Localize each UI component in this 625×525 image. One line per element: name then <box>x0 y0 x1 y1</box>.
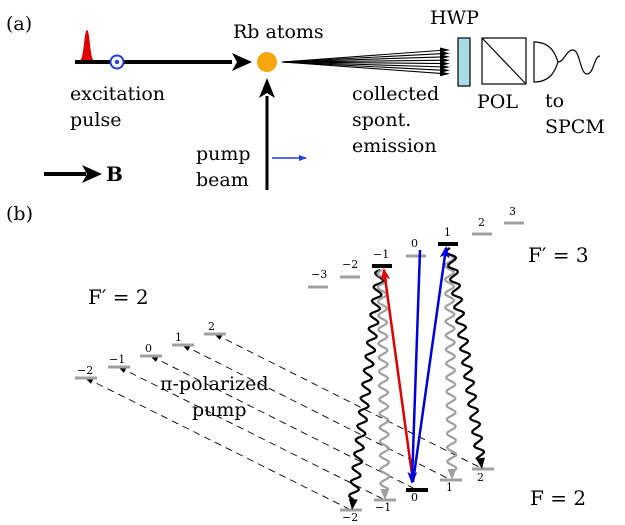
black-emission-wave <box>347 268 385 501</box>
excitation-label-1: excitation <box>70 83 165 105</box>
pol-label: POL <box>477 91 518 113</box>
pump-beam-label-1: pump <box>196 143 251 165</box>
pump-dashed-line <box>85 377 352 511</box>
gray-emission-wave <box>376 269 391 490</box>
rb-atoms-label: Rb atoms <box>233 21 324 43</box>
f-prime-2-label: F′ = 2 <box>88 285 149 309</box>
polarizer-diagonal <box>481 37 527 85</box>
collected-label-2: spont. <box>352 109 411 131</box>
emission-ray-arrowhead <box>440 71 450 77</box>
emission-ray-arrowhead <box>440 57 450 63</box>
f3-m-3: −3 <box>311 268 327 281</box>
g-m0: 0 <box>411 491 418 504</box>
emission-ray <box>281 59 447 63</box>
f3-m-2: −2 <box>342 258 358 271</box>
magnetic-field-arrowhead <box>82 165 102 183</box>
collected-emission-fan <box>281 47 450 77</box>
rb-atoms-cloud <box>257 52 277 72</box>
emission-ray-arrowhead <box>440 47 450 53</box>
g-m2: 2 <box>477 471 484 484</box>
blue-return-arrow <box>407 249 422 484</box>
panel-b-label: (b) <box>6 203 33 225</box>
pump-dashed-line <box>118 366 386 501</box>
fiber-coupler <box>533 41 559 83</box>
f2p-m-1: −1 <box>109 353 125 366</box>
emission-ray-arrowhead <box>440 67 450 73</box>
excitation-pulse-shape <box>80 30 94 60</box>
f2p-m2: 2 <box>208 320 215 333</box>
panel-a-label: (a) <box>6 13 32 35</box>
f2p-m-2: −2 <box>77 364 93 377</box>
emission-ray-arrowhead <box>440 50 450 56</box>
hwp-label: HWP <box>430 7 479 29</box>
pi-pump-label-1: π-polarized <box>160 373 269 395</box>
collected-label-1: collected <box>352 83 439 105</box>
g-m-2: −2 <box>342 511 358 524</box>
f-prime-3-label: F′ = 3 <box>528 243 589 267</box>
f-2-label: F = 2 <box>530 486 586 510</box>
g-m1: 1 <box>446 481 453 494</box>
f3-m1: 1 <box>444 226 451 239</box>
pump-dashed-line <box>214 333 484 470</box>
emission-ray <box>281 61 447 71</box>
excitation-label-2: pulse <box>70 109 121 131</box>
f3-m0: 0 <box>411 237 418 250</box>
emission-ray <box>281 61 447 75</box>
black-emission-wave <box>444 247 486 461</box>
black-emission-wave-arrowhead <box>348 498 358 510</box>
to-label: to <box>545 90 564 112</box>
emission-ray <box>281 52 447 63</box>
emission-ray-arrowhead <box>440 61 450 67</box>
sigma-minus-excitation-arrow <box>380 268 415 483</box>
emission-ray <box>281 61 447 65</box>
pump-beam-label-2: beam <box>196 169 249 191</box>
f3-m3: 3 <box>509 205 516 218</box>
excitation-beam-arrowhead <box>232 53 252 71</box>
half-wave-plate <box>457 37 471 87</box>
emission-ray-arrowhead <box>440 54 450 60</box>
spontaneous-emission <box>347 247 486 510</box>
f2p-m1: 1 <box>175 331 182 344</box>
collected-label-3: emission <box>352 135 437 157</box>
emission-ray <box>281 61 447 68</box>
gray-emission-wave <box>443 247 458 471</box>
sigma-plus-excitation-arrow <box>411 246 450 483</box>
black-emission-wave-arrowhead <box>475 457 485 469</box>
emission-ray <box>281 56 447 63</box>
pi-pump-lines <box>84 333 484 511</box>
emission-ray <box>281 49 447 63</box>
g-m-1: −1 <box>375 501 391 514</box>
gray-emission-wave-arrowhead <box>447 468 457 480</box>
emission-ray-arrowhead <box>440 64 450 70</box>
f3-m-1: −1 <box>373 248 389 261</box>
gray-emission-wave-arrowhead <box>380 488 390 500</box>
pump-dashed-line <box>150 355 418 491</box>
pump-dashed-line <box>182 344 452 481</box>
f2p-m0: 0 <box>145 342 152 355</box>
polarization-dot-icon <box>114 59 120 65</box>
pump-beam-arrowhead <box>259 78 275 98</box>
f3-m2: 2 <box>478 216 485 229</box>
pi-pump-label-2: pump <box>192 399 247 421</box>
magnetic-field-label: B <box>106 162 123 186</box>
spcm-label: SPCM <box>545 116 605 138</box>
optical-fiber <box>557 49 601 75</box>
